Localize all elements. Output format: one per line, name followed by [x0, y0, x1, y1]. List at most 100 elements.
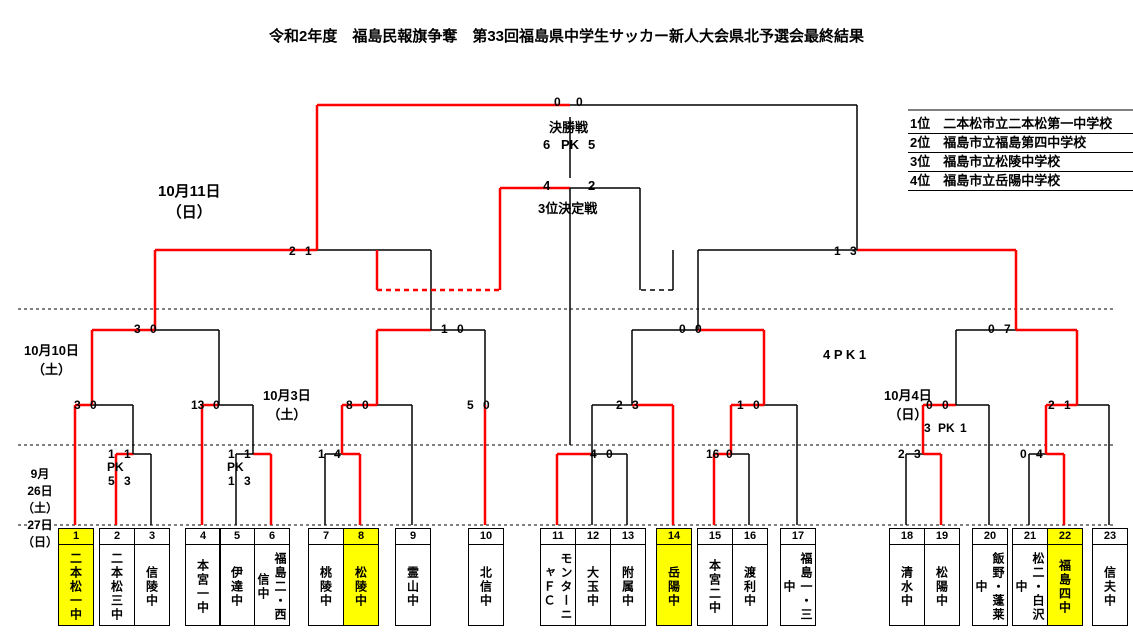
team-number: 14	[657, 529, 691, 545]
score: 0	[362, 398, 369, 412]
team-14: 14岳陽中	[656, 528, 692, 626]
team-18: 18清水中	[889, 528, 925, 626]
team-15: 15本宮二中	[697, 528, 733, 626]
team-22: 22福島四中	[1047, 528, 1083, 626]
team-number: 1	[59, 529, 93, 545]
team-name: 伊達中	[229, 545, 246, 625]
team-number: 6	[255, 529, 289, 545]
score: 2	[1048, 398, 1055, 412]
team-number: 7	[309, 529, 343, 545]
team-number: 16	[733, 529, 767, 545]
team-12: 12大玉中	[575, 528, 611, 626]
date-label: 10月4日 （日）	[884, 385, 932, 423]
team-number: 8	[344, 529, 378, 545]
team-5: 5伊達中	[219, 528, 255, 626]
team-name: 福島四中	[1057, 545, 1074, 625]
score: 0	[679, 322, 686, 336]
team-name: 北信中	[478, 545, 495, 625]
team-11: 11モンターニャＦＣ	[540, 528, 576, 626]
team-number: 23	[1093, 529, 1127, 545]
team-16: 16渡利中	[732, 528, 768, 626]
team-name: 桃陵中	[318, 545, 335, 625]
score: 3	[134, 322, 141, 336]
team-name: 信夫中	[1102, 545, 1119, 625]
date-label: 9月 26日 （土） 27日 （日）	[22, 465, 58, 550]
team-name: 渡利中	[742, 545, 759, 625]
label: 6	[543, 137, 550, 152]
team-number: 13	[611, 529, 645, 545]
score: 3	[914, 447, 921, 461]
score: 0	[988, 322, 995, 336]
score: 1	[228, 447, 235, 461]
team-name: 岳陽中	[666, 545, 683, 625]
score: 0	[726, 447, 733, 461]
team-name: 二本松一中	[68, 545, 85, 625]
page-title: 令和2年度 福島民報旗争奪 第33回福島県中学生サッカー新人大会県北予選会最終結…	[0, 25, 1133, 46]
team-name: 福島二・西信中	[255, 545, 289, 625]
team-4: 4本宮一中	[185, 528, 221, 626]
team-name: 霊山中	[405, 545, 422, 625]
team-name: 信陵中	[144, 545, 161, 625]
score: 0	[942, 398, 949, 412]
score: PK	[107, 460, 124, 474]
team-number: 11	[541, 529, 575, 545]
team-name: 清水中	[899, 545, 916, 625]
score: 2	[289, 244, 296, 258]
team-name: モンターニャＦＣ	[541, 545, 575, 625]
team-number: 4	[186, 529, 220, 545]
score: 0	[695, 322, 702, 336]
label: 4 P K 1	[823, 347, 866, 362]
team-name: 福島一・三中	[781, 545, 815, 625]
label: 3位決定戦	[538, 198, 597, 217]
score: 3	[924, 421, 931, 435]
team-number: 15	[698, 529, 732, 545]
date-label: 10月11日 （日）	[158, 180, 221, 222]
score: 2	[616, 398, 623, 412]
score: PK	[227, 460, 244, 474]
score: 3	[632, 398, 639, 412]
team-name: 二本松三中	[109, 545, 126, 625]
score: 3	[74, 398, 81, 412]
score: 0	[576, 95, 583, 109]
team-10: 10北信中	[468, 528, 504, 626]
team-1: 1二本松一中	[58, 528, 94, 626]
score: 1	[305, 244, 312, 258]
score: 1	[1064, 398, 1071, 412]
label: 決勝戦	[549, 117, 588, 136]
score: 13	[191, 398, 204, 412]
score: 16	[706, 447, 719, 461]
rank-row: 4位 福島市立岳陽中学校	[908, 169, 1133, 191]
score: 1	[737, 398, 744, 412]
score: 5	[467, 398, 474, 412]
score: 0	[213, 398, 220, 412]
score: 0	[926, 398, 933, 412]
score: 0	[606, 447, 613, 461]
team-19: 19松陽中	[924, 528, 960, 626]
team-number: 17	[781, 529, 815, 545]
team-name: 松陽中	[934, 545, 951, 625]
score: 1	[124, 447, 131, 461]
score: 1	[441, 322, 448, 336]
team-7: 7桃陵中	[308, 528, 344, 626]
score: 1	[244, 447, 251, 461]
score: 4	[1036, 447, 1043, 461]
team-name: 本宮一中	[195, 545, 212, 625]
score: 4	[334, 447, 341, 461]
team-name: 飯野・蓬莱中	[973, 545, 1007, 625]
team-3: 3信陵中	[134, 528, 170, 626]
score: 7	[1004, 322, 1011, 336]
team-number: 19	[925, 529, 959, 545]
team-number: 10	[469, 529, 503, 545]
team-name: 松陵中	[353, 545, 370, 625]
score: 0	[150, 322, 157, 336]
score: 2	[898, 447, 905, 461]
score: 3	[244, 474, 251, 488]
team-number: 21	[1013, 529, 1047, 545]
score: 1	[960, 421, 967, 435]
team-name: 附属中	[620, 545, 637, 625]
date-label: 10月10日 （土）	[24, 340, 79, 378]
team-number: 5	[220, 529, 254, 545]
label: 5	[588, 137, 595, 152]
team-number: 22	[1048, 529, 1082, 545]
label: PK	[561, 137, 579, 152]
